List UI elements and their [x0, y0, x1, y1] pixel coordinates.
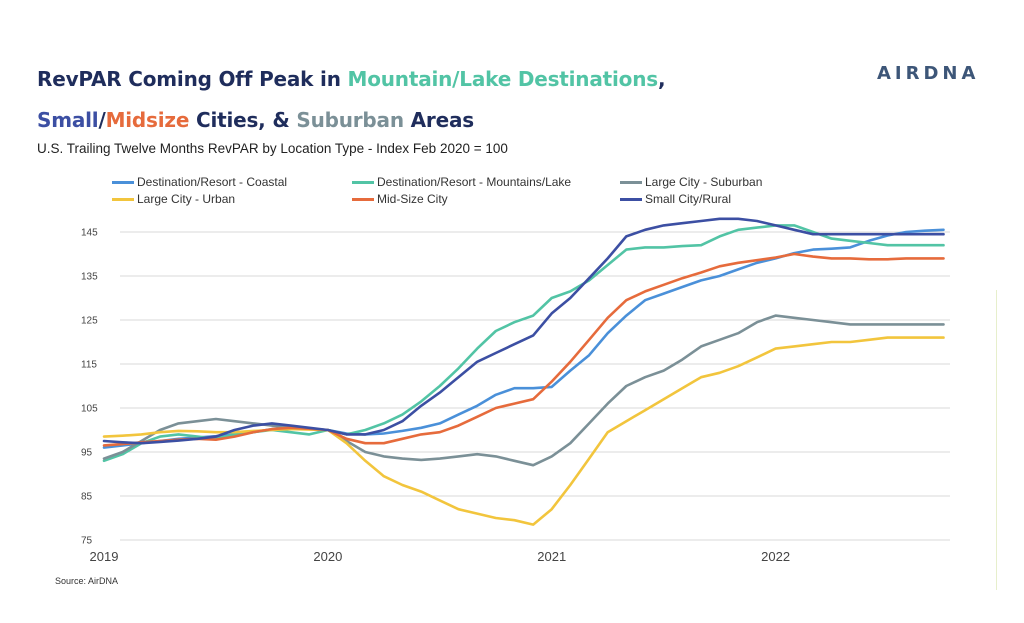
y-tick-label: 85 — [81, 492, 93, 503]
title-midsize: Midsize — [105, 108, 190, 132]
edge-divider — [996, 290, 997, 590]
series-line-mid-size-city — [102, 252, 945, 447]
legend-label: Large City - Urban — [137, 192, 236, 206]
series-lines — [102, 217, 945, 526]
y-tick-label: 125 — [81, 316, 98, 327]
y-tick-label: 145 — [81, 228, 98, 239]
legend-swatch — [112, 197, 134, 201]
x-axis-tick-labels: 2019 2020 2021 2022 — [90, 549, 791, 564]
chart-title-line-1: RevPAR Coming Off Peak in Mountain/Lake … — [37, 67, 666, 91]
legend-item: Destination/Resort - Mountains/Lake — [352, 175, 571, 189]
legend-label: Destination/Resort - Mountains/Lake — [377, 175, 572, 189]
legend-swatch — [620, 180, 642, 184]
legend-item: Large City - Suburban — [620, 175, 762, 189]
legend-item: Large City - Urban — [112, 192, 235, 206]
y-tick-label: 75 — [81, 536, 93, 547]
legend-item: Destination/Resort - Coastal — [112, 175, 287, 189]
title-comma: , — [657, 67, 666, 91]
legend-item: Small City/Rural — [620, 192, 731, 206]
y-tick-label: 115 — [81, 360, 97, 371]
x-tick-label: 2021 — [537, 549, 566, 564]
title-cities: Cities, & — [189, 108, 297, 132]
title-suburban: Suburban — [296, 108, 404, 132]
chart-legend: Destination/Resort - Coastal Destination/… — [112, 175, 812, 209]
legend-swatch — [352, 197, 374, 201]
x-tick-label: 2020 — [313, 549, 342, 564]
series-line-large-city-suburban — [102, 314, 945, 467]
title-mountain-lake: Mountain/Lake Destinations — [347, 67, 659, 91]
series-line-large-city-urban — [102, 336, 945, 526]
source-note: Source: AirDNA — [55, 576, 119, 586]
legend-label: Mid-Size City — [377, 192, 448, 206]
legend-swatch — [112, 180, 134, 184]
legend-swatch — [352, 180, 374, 184]
legend-label: Large City - Suburban — [645, 175, 763, 189]
legend-item: Mid-Size City — [352, 192, 448, 206]
title-text-part: RevPAR Coming Off Peak in — [37, 67, 348, 91]
y-axis-tick-labels: 75 85 95 105 115 125 135 145 — [81, 228, 98, 547]
series-line-small-city-rural — [102, 217, 945, 445]
x-tick-label: 2019 — [90, 549, 119, 564]
chart-title-line-2: Small/Midsize Cities, & Suburban Areas — [37, 108, 474, 132]
gridlines — [120, 231, 950, 541]
legend-swatch — [620, 197, 642, 201]
title-slash: / — [98, 108, 106, 132]
airdna-logo: AIRDNA — [877, 63, 980, 84]
chart-subtitle: U.S. Trailing Twelve Months RevPAR by Lo… — [37, 141, 508, 156]
legend-label: Destination/Resort - Coastal — [137, 175, 288, 189]
x-tick-label: 2022 — [761, 549, 790, 564]
y-tick-label: 95 — [81, 448, 93, 459]
y-tick-label: 105 — [81, 404, 98, 415]
legend-label: Small City/Rural — [645, 192, 732, 206]
y-tick-label: 135 — [81, 272, 98, 283]
title-areas: Areas — [403, 108, 475, 132]
title-small: Small — [37, 108, 99, 132]
